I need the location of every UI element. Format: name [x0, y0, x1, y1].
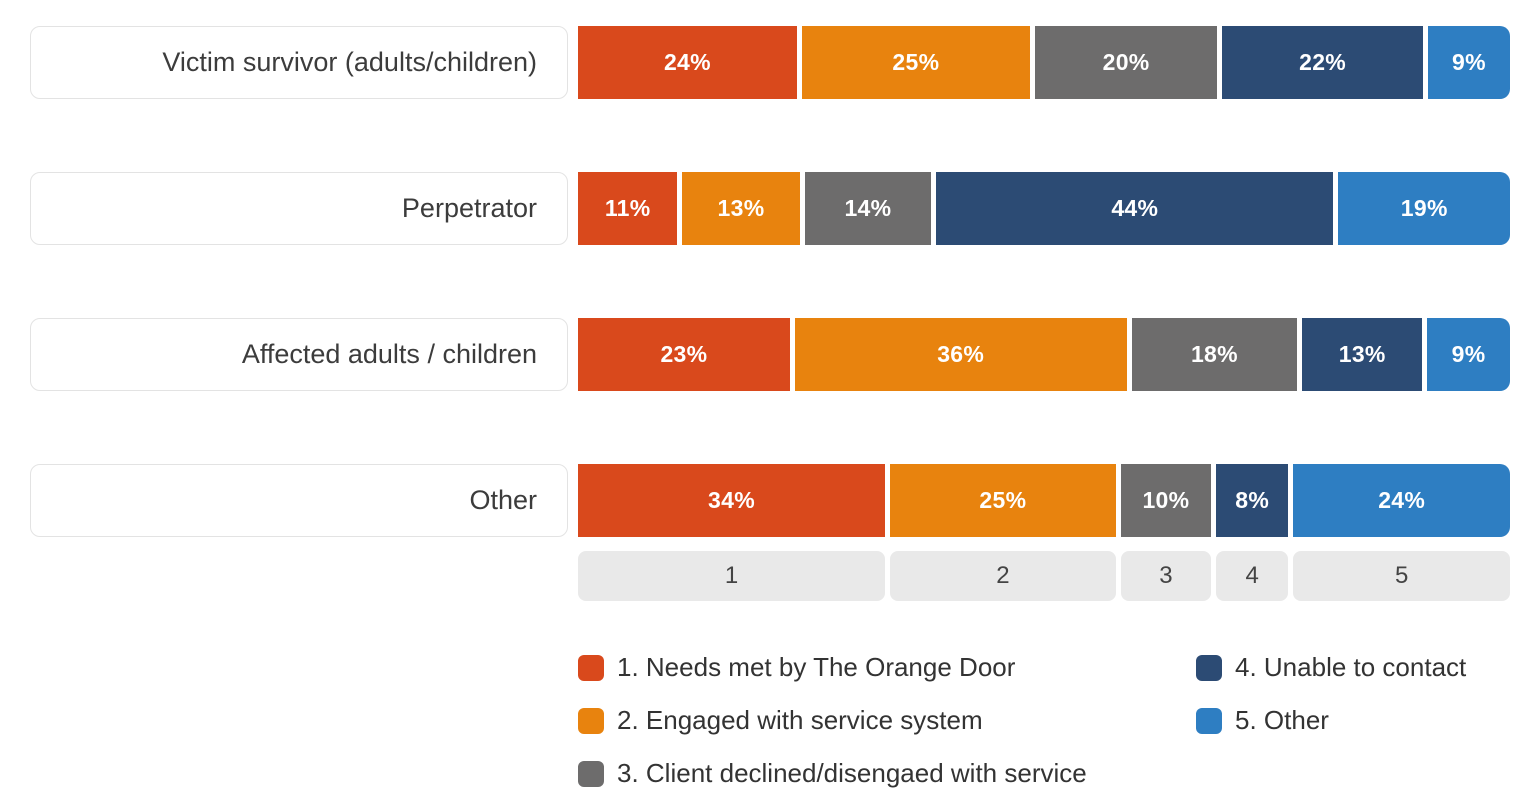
x-axis-label: 5	[1293, 551, 1511, 601]
legend-label: 1. Needs met by The Orange Door	[617, 652, 1016, 682]
x-axis-label: 2	[890, 551, 1116, 601]
segment-value-label: 44%	[1111, 195, 1159, 221]
bar-segment: 14%	[804, 172, 932, 245]
segment-value-label: 13%	[717, 195, 765, 221]
segment-value-label: 8%	[1235, 487, 1270, 513]
chart-row: Other 34% 25% 10% 8% 24%	[30, 464, 1511, 537]
bar-segment: 10%	[1120, 464, 1212, 537]
bar-segment: 19%	[1338, 172, 1511, 245]
bar-segment: 20%	[1034, 26, 1218, 99]
chart-row: Victim survivor (adults/children) 24% 25% 2…	[30, 26, 1510, 99]
category-label: Victim survivor (adults/children)	[30, 26, 568, 99]
bar-segment: 18%	[1131, 318, 1298, 391]
bar-segment: 23%	[578, 318, 790, 391]
legend-label: 2. Engaged with service system	[617, 705, 983, 735]
x-axis-label: 3	[1120, 551, 1212, 601]
bar-segment: 25%	[801, 26, 1030, 99]
segment-value-label: 23%	[660, 341, 708, 367]
x-axis-label: 4	[1216, 551, 1289, 601]
legend-item: 5. Other	[1196, 705, 1466, 736]
bar-segment: 44%	[936, 172, 1334, 245]
legend-item: 2. Engaged with service system	[578, 705, 1196, 736]
legend-swatch-icon	[1196, 654, 1222, 681]
chart-row: Perpetrator 11% 13% 14% 44% 19%	[30, 172, 1511, 245]
chart-row: Affected adults / children 23% 36% 18% 13% 9%	[30, 318, 1510, 391]
segment-value-label: 18%	[1190, 341, 1238, 367]
legend-swatch-icon	[578, 760, 604, 787]
segment-value-label: 14%	[844, 195, 892, 221]
legend-label: 3. Client declined/disengaed with servic…	[617, 758, 1087, 788]
stacked-bar: 11% 13% 14% 44% 19%	[578, 172, 1511, 245]
segment-value-label: 11%	[604, 195, 651, 221]
bar-segment: 24%	[578, 26, 797, 99]
segment-value-label: 22%	[1299, 49, 1347, 75]
legend-item: 3. Client declined/disengaed with servic…	[578, 758, 1196, 789]
legend-label: 4. Unable to contact	[1235, 652, 1467, 682]
segment-value-label: 13%	[1338, 341, 1386, 367]
category-label: Other	[30, 464, 568, 537]
bar-segment: 9%	[1427, 26, 1510, 99]
segment-value-label: 36%	[937, 341, 985, 367]
segment-value-label: 24%	[663, 49, 711, 75]
stacked-bar: 34% 25% 10% 8% 24%	[578, 464, 1511, 537]
chart-rows: Victim survivor (adults/children) 24% 25% 2…	[30, 26, 1511, 610]
stacked-bar: 24% 25% 20% 22% 9%	[578, 26, 1510, 99]
category-label: Perpetrator	[30, 172, 568, 245]
segment-value-label: 10%	[1142, 487, 1190, 513]
segment-value-label: 19%	[1400, 195, 1448, 221]
segment-value-label: 9%	[1451, 341, 1486, 367]
x-axis-label: 1	[578, 551, 886, 601]
bar-segment: 34%	[578, 464, 886, 537]
legend-item: 4. Unable to contact	[1196, 652, 1466, 683]
bar-segment: 36%	[794, 318, 1127, 391]
legend-swatch-icon	[578, 654, 604, 681]
category-label: Affected adults / children	[30, 318, 568, 391]
segment-value-label: 24%	[1378, 487, 1426, 513]
legend-col-2: 4. Unable to contact 5. Other	[1196, 652, 1466, 789]
legend: 1. Needs met by The Orange Door 2. Engage…	[578, 652, 1466, 789]
segment-value-label: 34%	[708, 487, 755, 513]
bar-segment: 11%	[578, 172, 678, 245]
legend-col-1: 1. Needs met by The Orange Door 2. Engage…	[578, 652, 1196, 789]
bar-segment: 8%	[1216, 464, 1289, 537]
segment-value-label: 25%	[979, 487, 1027, 513]
legend-label: 5. Other	[1235, 705, 1329, 735]
bar-segment: 24%	[1293, 464, 1511, 537]
legend-swatch-icon	[1196, 707, 1222, 734]
segment-value-label: 20%	[1102, 49, 1150, 75]
legend-item: 1. Needs met by The Orange Door	[578, 652, 1196, 683]
stacked-bar: 23% 36% 18% 13% 9%	[578, 318, 1510, 391]
bar-segment: 22%	[1222, 26, 1423, 99]
bar-segment: 13%	[1302, 318, 1423, 391]
bar-segment: 25%	[890, 464, 1116, 537]
segment-value-label: 9%	[1452, 49, 1486, 75]
bar-segment: 9%	[1427, 318, 1510, 391]
legend-swatch-icon	[578, 707, 604, 734]
segment-value-label: 25%	[892, 49, 940, 75]
bar-segment: 13%	[682, 172, 800, 245]
